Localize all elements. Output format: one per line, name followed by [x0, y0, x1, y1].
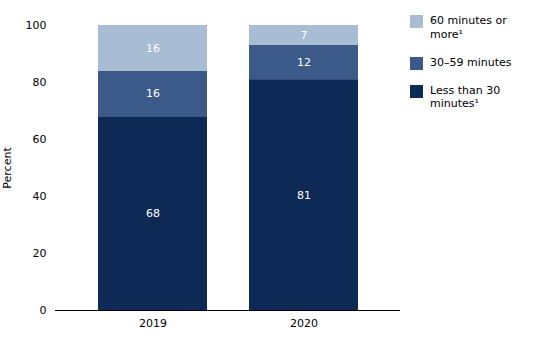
svg-text:20: 20: [33, 247, 47, 260]
svg-text:80: 80: [33, 76, 47, 89]
svg-text:16: 16: [146, 87, 160, 100]
svg-text:12: 12: [297, 56, 311, 69]
html-text:Less than 30 minutes¹: Less than 30 minutes¹: [430, 83, 501, 111]
svg-text:2019: 2019: [139, 317, 167, 330]
svg-text:100: 100: [26, 19, 47, 32]
svg-text:Percent: Percent: [1, 147, 14, 189]
svg-text:16: 16: [146, 42, 160, 55]
svg-text:0: 0: [40, 304, 47, 317]
svg-text:81: 81: [297, 189, 311, 202]
svg-text:40: 40: [33, 190, 47, 203]
svg-text:2020: 2020: [290, 317, 318, 330]
svg-text:7: 7: [301, 29, 308, 42]
svg-text:60: 60: [33, 133, 47, 146]
html-text:30–59 minutes: 30–59 minutes: [430, 55, 512, 69]
html-text:60 minutes or more¹: 60 minutes or more¹: [430, 14, 507, 41]
svg-text:68: 68: [146, 207, 160, 220]
